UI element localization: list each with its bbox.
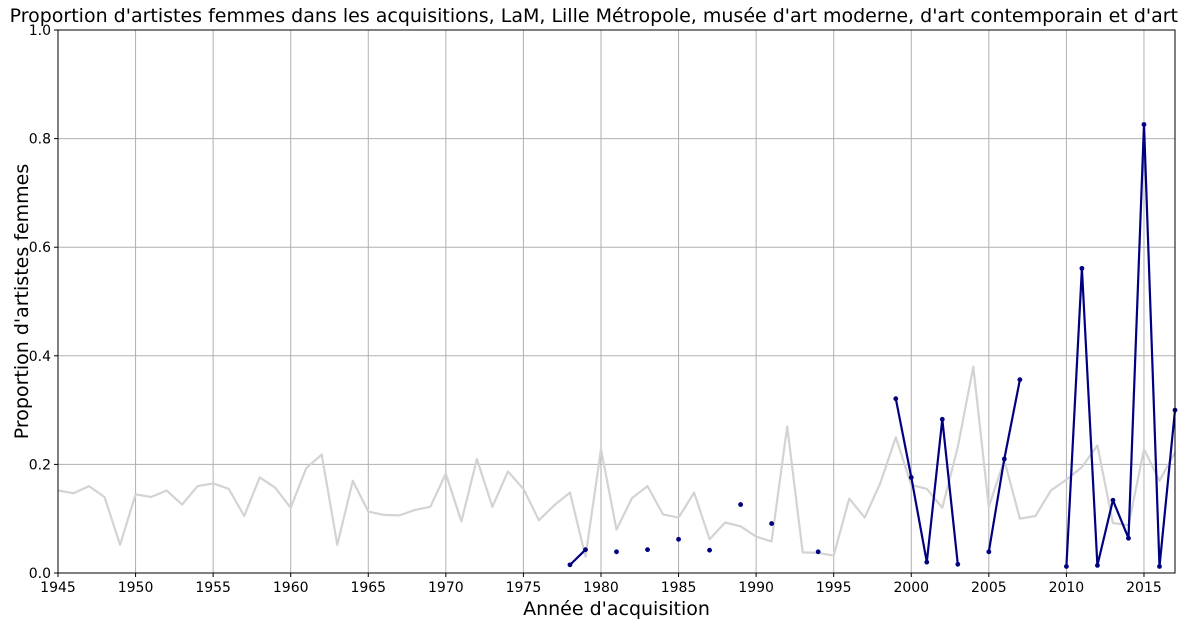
- x-tick-label: 1980: [583, 580, 619, 596]
- highlight-series-point: [1157, 564, 1162, 569]
- x-tick-label: 1990: [738, 580, 774, 596]
- x-tick-label: 2005: [971, 580, 1007, 596]
- y-axis-ticks: 0.0 0.2 0.4 0.6 0.8 1.0: [29, 23, 58, 582]
- highlight-series-point: [1141, 122, 1147, 127]
- x-tick-label: 1965: [350, 580, 386, 596]
- highlight-series-point: [567, 562, 573, 568]
- highlight-series-point: [614, 549, 619, 555]
- highlight-series-point: [908, 475, 914, 480]
- highlight-series-point: [769, 521, 775, 526]
- highlight-series-point: [676, 536, 681, 542]
- background-series: [57, 365, 1176, 558]
- y-tick-label: 1.0: [29, 23, 51, 39]
- x-tick-label: 2015: [1126, 580, 1162, 596]
- x-axis-ticks: 1945 1950 1955 1960 1965 1970 1975 1980 1985 1990…: [40, 573, 1162, 596]
- highlight-series-point: [1095, 562, 1100, 568]
- y-axis-title: Proportion d'artistes femmes: [11, 164, 33, 440]
- chart-title: Proportion d'artistes femmes dans les ac…: [10, 5, 1185, 27]
- highlight-series-point: [1017, 377, 1023, 383]
- x-axis-title: Année d'acquisition: [523, 598, 710, 620]
- x-tick-label: 1970: [428, 580, 464, 596]
- highlight-series-line: [569, 548, 587, 566]
- highlight-series-point: [955, 561, 961, 567]
- highlight-series-point: [583, 547, 588, 553]
- highlight-series-point: [1126, 535, 1131, 541]
- highlight-series-point: [1079, 265, 1085, 271]
- highlight-series-point: [924, 559, 930, 565]
- x-tick-label: 1985: [661, 580, 697, 596]
- x-tick-label: 1975: [506, 580, 542, 596]
- highlight-series-line: [1065, 123, 1177, 568]
- y-tick-label: 0.8: [29, 132, 51, 148]
- x-tick-label: 1950: [118, 580, 154, 596]
- highlight-series-point: [815, 549, 821, 555]
- x-tick-label: 2010: [1049, 580, 1085, 596]
- y-tick-label: 0.2: [29, 457, 51, 473]
- highlight-series-point: [893, 396, 899, 402]
- x-tick-label: 1945: [40, 580, 76, 596]
- highlight-series: [567, 122, 1178, 569]
- plot-frame: [57, 29, 1176, 574]
- background-series-line: [57, 365, 1176, 558]
- highlight-series-point: [645, 547, 650, 553]
- highlight-series-point: [707, 547, 712, 553]
- grid-lines: [57, 29, 1175, 574]
- highlight-series-point: [939, 416, 945, 422]
- x-tick-label: 1960: [273, 580, 309, 596]
- x-tick-label: 2000: [893, 580, 929, 596]
- highlight-series-point: [986, 549, 992, 555]
- highlight-series-point: [1110, 497, 1116, 503]
- highlight-series-point: [1064, 564, 1069, 569]
- highlight-series-point: [738, 502, 744, 507]
- x-tick-label: 1955: [195, 580, 231, 596]
- y-tick-label: 0.6: [29, 240, 51, 256]
- x-tick-label: 1995: [816, 580, 852, 596]
- y-tick-label: 0.0: [29, 566, 51, 582]
- y-tick-label: 0.4: [29, 349, 51, 365]
- highlight-series-point: [1001, 456, 1007, 462]
